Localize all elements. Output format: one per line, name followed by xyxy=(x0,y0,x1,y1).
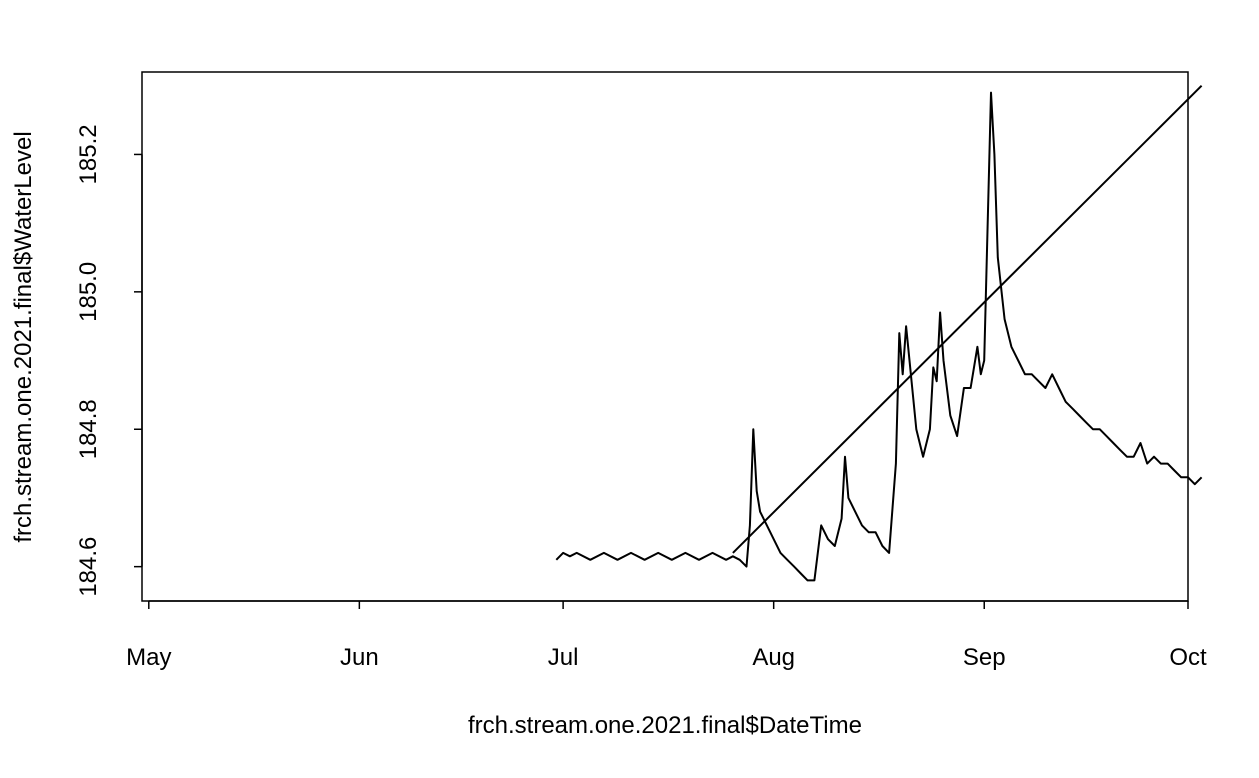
y-axis-title: frch.stream.one.2021.final$WaterLevel xyxy=(10,131,37,542)
series-line-1 xyxy=(555,91,1203,582)
y-tick-label: 185.0 xyxy=(75,262,102,322)
x-tick-label: Oct xyxy=(1169,644,1207,671)
y-axis: 184.6 184.8 185.0 185.2 xyxy=(75,124,143,597)
x-tick-label: Aug xyxy=(752,644,795,671)
x-tick-label: Sep xyxy=(963,644,1006,671)
y-tick-label: 184.8 xyxy=(75,399,102,459)
series-layer xyxy=(555,84,1203,582)
x-axis: May Jun Jul Aug Sep Oct xyxy=(126,600,1207,671)
x-tick-label: Jul xyxy=(548,644,579,671)
series-line-2 xyxy=(732,84,1203,554)
plot-frame xyxy=(141,71,1189,602)
y-tick-label: 185.2 xyxy=(75,124,102,184)
x-axis-title: frch.stream.one.2021.final$DateTime xyxy=(468,712,862,739)
x-tick-label: May xyxy=(126,644,171,671)
x-tick-label: Jun xyxy=(340,644,379,671)
y-tick-label: 184.6 xyxy=(75,537,102,597)
